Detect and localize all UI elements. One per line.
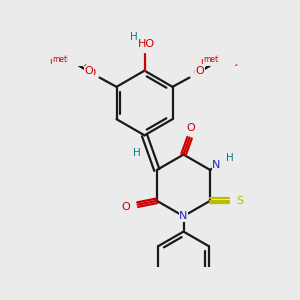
Text: H: H: [226, 153, 234, 163]
Text: methoxy: methoxy: [200, 57, 240, 66]
Text: O: O: [84, 66, 93, 76]
Text: O: O: [187, 123, 196, 134]
Text: N: N: [212, 160, 220, 170]
Text: O: O: [196, 66, 205, 76]
Text: HO: HO: [137, 40, 154, 50]
Text: methoxy: methoxy: [204, 55, 237, 64]
Text: H: H: [130, 32, 138, 42]
Text: methoxy: methoxy: [52, 55, 86, 64]
Text: O: O: [193, 68, 201, 78]
Text: N: N: [179, 211, 188, 221]
Text: methoxy: methoxy: [49, 57, 88, 66]
Text: S: S: [236, 196, 243, 206]
Text: O: O: [88, 68, 96, 78]
Text: O: O: [122, 202, 130, 212]
Text: H: H: [133, 148, 141, 158]
